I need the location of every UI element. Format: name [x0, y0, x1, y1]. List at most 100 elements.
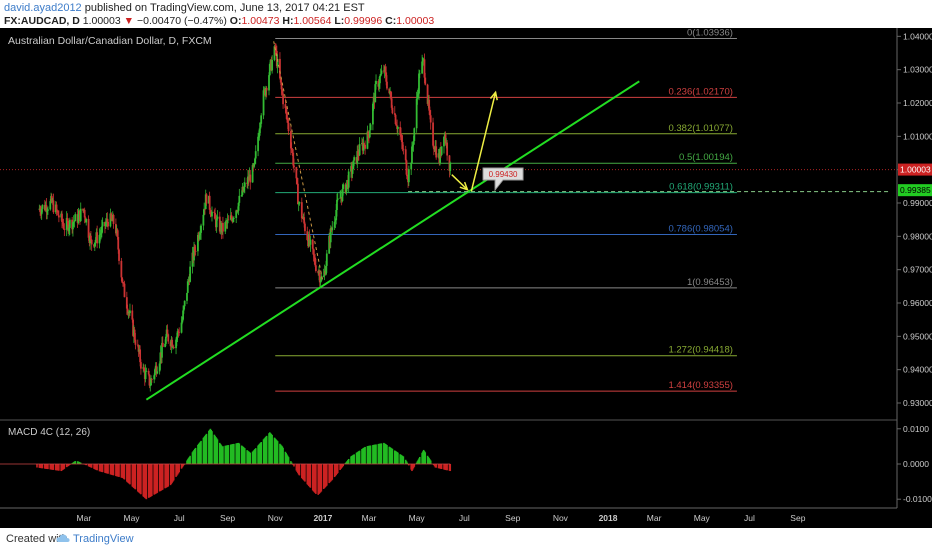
- author-link[interactable]: david.ayad2012: [4, 2, 82, 14]
- candle-body: [262, 90, 265, 116]
- macd-bar: [353, 454, 355, 464]
- candle-body: [329, 228, 332, 243]
- time-tick-label: Sep: [790, 513, 805, 523]
- candle-body: [428, 99, 431, 111]
- candle-body: [139, 349, 142, 363]
- candle-body: [271, 59, 274, 71]
- candle-body: [435, 146, 438, 158]
- fib-retracement: 0(1.03936) 0.236(1.02170) 0.382(1.01077) 0.…: [0, 28, 897, 392]
- candle-body: [429, 115, 432, 123]
- level-price-flag: [898, 184, 932, 197]
- fib-level-label: 0(1.03936): [687, 28, 733, 38]
- price-callout-text: 0.99430: [489, 170, 518, 179]
- close-label: C:: [385, 15, 397, 27]
- down-arrow-icon: ▼: [123, 15, 135, 27]
- time-axis[interactable]: Mar May Jul Sep Nov 2017 Mar May Jul Sep Nov 2018 Ma…: [0, 507, 932, 528]
- candle-body: [417, 93, 420, 95]
- time-tick-label: Jul: [459, 513, 470, 523]
- candle-body: [109, 213, 112, 227]
- macd-bar: [134, 464, 137, 490]
- time-tick-label: Jul: [174, 513, 185, 523]
- candle-body: [254, 151, 257, 159]
- candle-body: [379, 76, 381, 84]
- drawings: 0.99430: [145, 41, 891, 401]
- candle-body: [133, 329, 136, 340]
- macd-bar: [96, 464, 98, 471]
- macd-bar: [342, 464, 345, 467]
- candle-body: [204, 208, 206, 210]
- time-tick-label: Nov: [268, 513, 284, 523]
- candle-body: [275, 50, 278, 67]
- macd-bar: [380, 443, 383, 464]
- macd-bar: [107, 464, 109, 474]
- macd-bar: [293, 464, 295, 467]
- candle-body: [268, 75, 270, 91]
- publish-line: david.ayad2012 published on TradingView.…: [4, 2, 365, 14]
- macd-tick-label: -0.0100: [903, 494, 932, 504]
- fib-level-label: 1.414(0.93355): [668, 380, 732, 391]
- price-chart[interactable]: 0(1.03936) 0.236(1.02170) 0.382(1.01077) 0.…: [0, 28, 932, 528]
- candle-body: [120, 260, 123, 278]
- candle-body: [416, 94, 419, 99]
- candle-body: [391, 107, 394, 114]
- candle-body: [401, 142, 404, 149]
- candle-body: [325, 253, 328, 266]
- macd-bar: [52, 464, 55, 470]
- candle-body: [205, 194, 208, 204]
- candle-body: [112, 214, 115, 224]
- candle-body: [214, 212, 217, 219]
- candle-body: [150, 379, 153, 380]
- macd-bar: [183, 464, 185, 466]
- candle-body: [258, 128, 261, 136]
- candle-body: [161, 342, 163, 358]
- macd-bar: [271, 434, 273, 464]
- price-axis[interactable]: 1.040001.030001.020001.010001.000000.990…: [896, 28, 932, 508]
- candle-body: [164, 336, 167, 344]
- macd-bar: [391, 448, 394, 464]
- projection-arrow: [451, 174, 468, 191]
- candle-body: [389, 91, 392, 99]
- candle-body: [79, 208, 82, 221]
- created-with-text: Created with: [6, 533, 68, 545]
- current-price-label: 1.00003: [900, 165, 931, 175]
- candle-body: [240, 194, 243, 196]
- fib-level-label: 0.786(0.98054): [668, 224, 732, 235]
- candle-body: [384, 66, 387, 73]
- candle-body: [83, 209, 86, 218]
- candle-body: [253, 163, 256, 167]
- price-tick-label: 0.96000: [903, 298, 932, 308]
- candle-body: [306, 231, 309, 240]
- candle-body: [257, 136, 259, 152]
- macd-bar: [304, 464, 306, 482]
- candle-body: [189, 266, 192, 282]
- price-tick-label: 0.99000: [903, 198, 932, 208]
- macd-bar: [151, 464, 153, 497]
- candle-body: [117, 237, 120, 250]
- candle-body: [440, 146, 443, 155]
- time-tick-label: May: [694, 513, 711, 523]
- candle-body: [424, 77, 427, 85]
- macd-bar: [336, 464, 339, 474]
- price-tick-label: 1.02000: [903, 98, 932, 108]
- tradingview-brand[interactable]: TradingView: [73, 533, 134, 545]
- candle-body: [122, 282, 125, 284]
- candle-body: [366, 131, 369, 149]
- candle-body: [41, 204, 44, 209]
- candle-body: [57, 210, 59, 216]
- macd-bar: [58, 464, 60, 471]
- candle-body: [208, 195, 211, 210]
- candle-body: [369, 124, 372, 131]
- candle-body: [85, 218, 88, 223]
- candle-body: [249, 174, 252, 183]
- candle-body: [166, 329, 169, 335]
- candle-body: [183, 300, 186, 307]
- candle-body: [52, 200, 55, 213]
- trendline: [145, 80, 640, 401]
- chart-title: Australian Dollar/Canadian Dollar, D, FX…: [8, 35, 212, 47]
- candle-body: [358, 144, 361, 156]
- candle-body: [407, 169, 410, 183]
- macd-pane: [0, 428, 452, 500]
- time-tick-label: Jul: [744, 513, 755, 523]
- candle-body: [273, 46, 276, 60]
- candle-body: [178, 331, 181, 333]
